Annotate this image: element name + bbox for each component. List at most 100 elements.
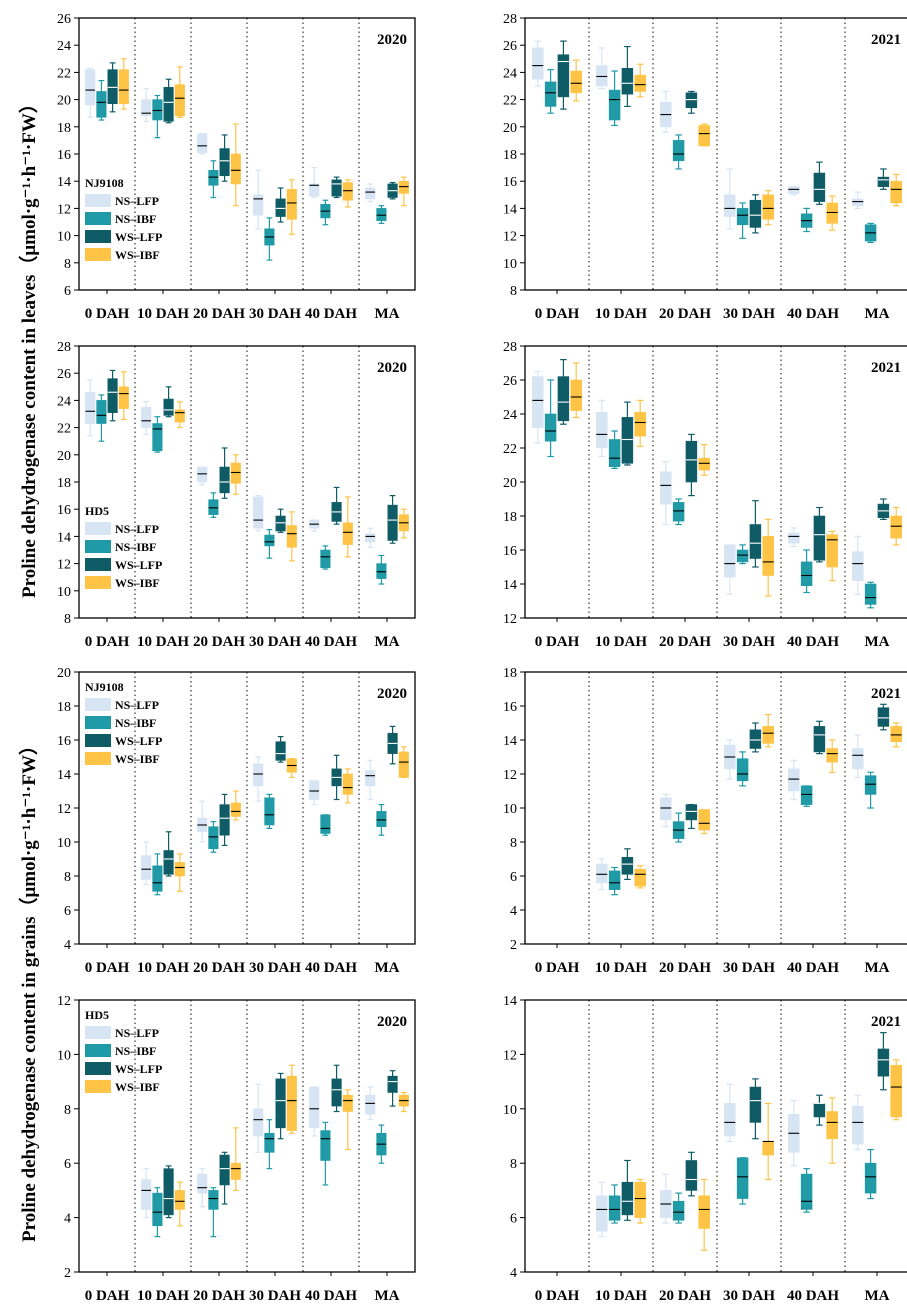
box-ws-lfp-4: [275, 1072, 286, 1140]
box-ws-lfp-6: [877, 703, 890, 731]
box-ws-lfp-6: [877, 1032, 890, 1091]
box-body: [275, 198, 286, 217]
y-tick-label: 8: [64, 870, 71, 885]
box-body: [877, 1048, 890, 1077]
box-ws-lfp-5: [813, 720, 826, 755]
box-body: [864, 1162, 877, 1194]
box-body: [85, 69, 96, 106]
box-body: [762, 536, 774, 576]
x-tick-label: 0 DAH: [535, 306, 580, 322]
y-tick-label: 4: [510, 1266, 517, 1281]
box-ns-ibf-3: [208, 820, 219, 853]
x-tick-label: 10 DAH: [595, 306, 647, 322]
chart-panel-2: 8 10 12 14 16 18 20 22 24 26 28 0 DAH 10 DAH 20 DAH 30…: [503, 12, 907, 322]
box-ns-ibf-5: [320, 199, 331, 226]
box-ws-lfp-6: [387, 181, 398, 200]
box-ns-ibf-1: [96, 79, 107, 121]
legend-label: NS–LFP: [115, 522, 159, 536]
x-tick-label: 10 DAH: [595, 960, 647, 976]
y-tick-label: 10: [57, 230, 71, 245]
box-ns-lfp-5: [788, 759, 800, 801]
x-tick-label: 40 DAH: [305, 1288, 357, 1303]
box-ns-lfp-1: [532, 40, 544, 87]
box-ns-lfp-4: [724, 1083, 736, 1143]
box-ws-ibf-3: [230, 123, 241, 207]
box-ns-ibf-2: [608, 866, 621, 896]
box-ns-ibf-4: [264, 217, 275, 261]
y-tick-label: 18: [503, 666, 517, 681]
y-tick-label: 4: [510, 904, 517, 919]
box-ns-ibf-6: [376, 803, 387, 836]
box-body: [634, 74, 646, 92]
box-ns-ibf-2: [608, 70, 621, 127]
legend-swatch: [85, 540, 111, 553]
legend-swatch: [85, 734, 111, 747]
box-ws-ibf-4: [286, 511, 297, 562]
x-tick-label: 40 DAH: [305, 306, 357, 322]
box-ws-lfp-3: [685, 90, 698, 114]
box-body: [788, 532, 800, 544]
box-ws-lfp-1: [557, 359, 570, 425]
chart-title: 2021: [871, 686, 901, 702]
x-tick-label: 20 DAH: [659, 1288, 711, 1303]
y-tick-label: 24: [57, 394, 71, 409]
box-ns-lfp-6: [852, 734, 864, 779]
box-body: [685, 804, 698, 821]
legend-label: NS–IBF: [115, 212, 156, 226]
x-tick-label: 0 DAH: [85, 306, 130, 322]
y-tick-label: 22: [57, 66, 71, 81]
box-ws-ibf-5: [342, 496, 353, 558]
box-ws-ibf-2: [174, 1181, 185, 1227]
box-body: [230, 462, 241, 484]
box-body: [608, 89, 621, 121]
box-body: [118, 386, 129, 409]
box-body: [219, 804, 230, 836]
box-ws-ibf-4: [762, 518, 774, 597]
y-tick-label: 14: [503, 994, 517, 1009]
box-body: [621, 68, 634, 95]
box-body: [698, 809, 710, 831]
box-body: [762, 1141, 774, 1156]
x-tick-label: 30 DAH: [249, 960, 301, 976]
box-ws-ibf-6: [890, 173, 902, 207]
x-tick-label: 20 DAH: [193, 960, 245, 976]
y-tick-label: 8: [510, 284, 517, 299]
legend-swatch: [85, 1044, 111, 1057]
box-body: [660, 797, 672, 821]
box-ns-lfp-2: [596, 399, 608, 458]
box-body: [398, 180, 409, 194]
box-ns-ibf-3: [208, 1187, 219, 1238]
box-body: [342, 522, 353, 545]
box-body: [174, 1190, 185, 1210]
y-tick-label: 16: [57, 734, 71, 749]
box-ws-ibf-4: [286, 758, 297, 779]
box-body: [152, 865, 163, 892]
legend-swatch: [85, 230, 111, 243]
box-ns-ibf-1: [544, 379, 557, 458]
y-tick-label: 10: [57, 585, 71, 600]
box-body: [557, 54, 570, 98]
y-tick-label: 26: [503, 374, 517, 389]
box-ns-lfp-5: [309, 780, 320, 806]
box-body: [570, 70, 582, 94]
x-tick-label: 10 DAH: [595, 1288, 647, 1303]
box-ws-ibf-2: [174, 401, 185, 429]
box-ws-lfp-3: [219, 793, 230, 847]
box-ns-lfp-2: [596, 858, 608, 891]
box-ns-lfp-3: [197, 133, 208, 155]
box-ns-lfp-4: [724, 168, 736, 230]
box-ws-lfp-2: [163, 831, 174, 877]
box-ws-ibf-2: [634, 865, 646, 889]
box-body: [749, 729, 762, 749]
y-tick-label: 20: [503, 476, 517, 491]
x-tick-label: 20 DAH: [193, 634, 245, 650]
box-body: [275, 741, 286, 761]
box-body: [174, 409, 185, 423]
box-body: [634, 868, 646, 887]
y-tick-label: 4: [64, 938, 71, 953]
box-body: [621, 1181, 634, 1216]
box-body: [197, 1173, 208, 1194]
chart-panel-7: 2 4 6 8 10 12 0 DAH 10 DAH 20 DAH 30 DAH 40 DAH MA 2…: [57, 994, 416, 1304]
box-ws-ibf-1: [118, 371, 129, 421]
box-ns-ibf-5: [800, 785, 813, 807]
